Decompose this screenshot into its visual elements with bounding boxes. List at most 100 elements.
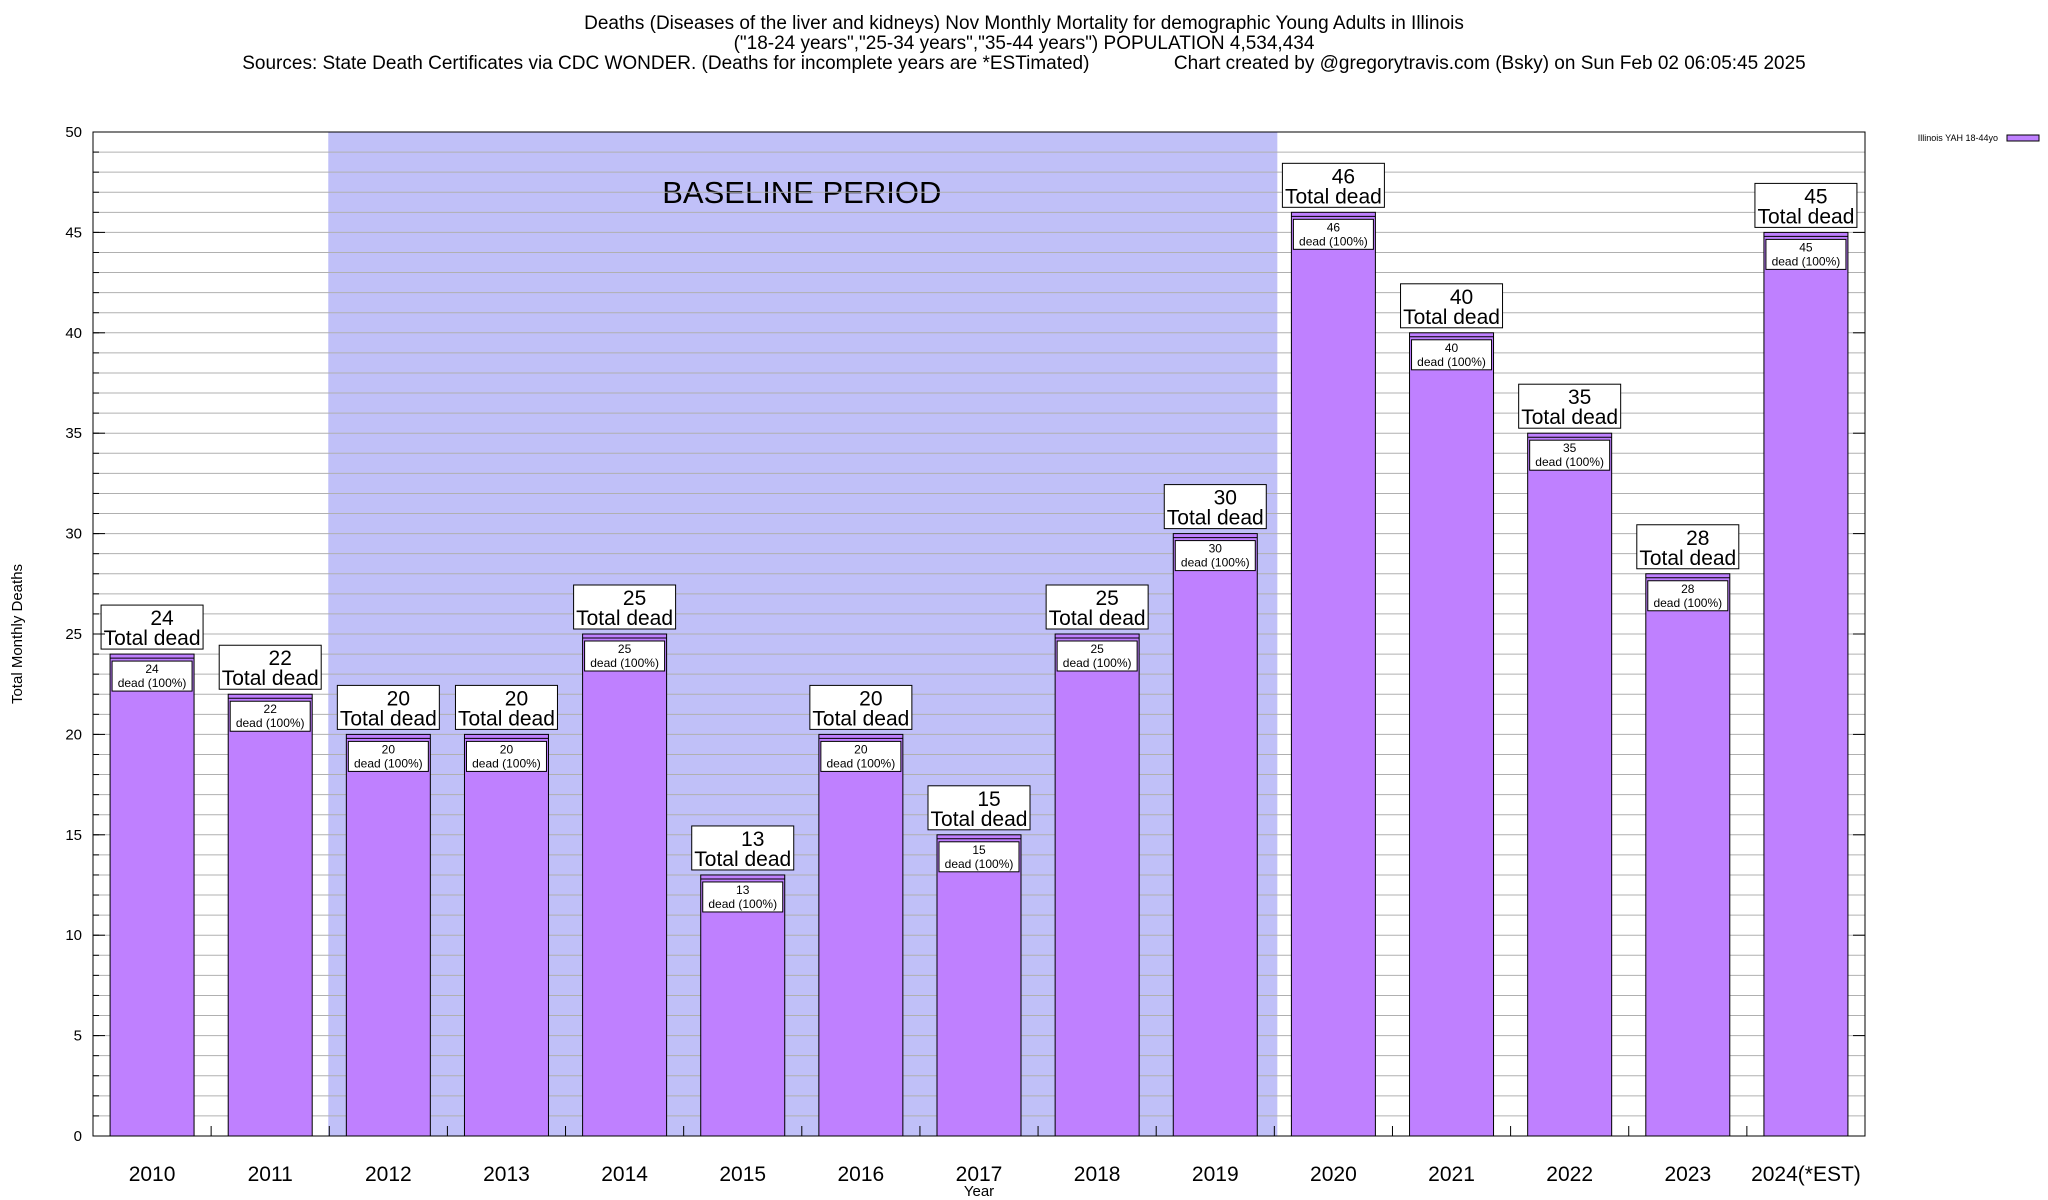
total-label-box <box>1281 162 1385 208</box>
bar <box>227 693 313 1137</box>
y-tick-label: 50 <box>65 124 82 141</box>
inner-label-value: 20 <box>382 742 396 756</box>
bar <box>936 834 1022 1137</box>
total-label-text: Total dead <box>812 707 909 730</box>
total-label-text: Total dead <box>1285 185 1382 208</box>
total-label-text: Total dead <box>1049 607 1146 630</box>
bar <box>1763 231 1849 1137</box>
x-tick-label: 2024(*EST) <box>1751 1163 1861 1186</box>
inner-label-text: dead (100%) <box>472 756 541 770</box>
x-tick-label: 2013 <box>483 1163 530 1186</box>
inner-label-value: 20 <box>500 742 514 756</box>
bar <box>1290 211 1376 1137</box>
y-tick-label: 0 <box>74 1128 82 1145</box>
total-label-value: 30 <box>1214 487 1237 510</box>
x-tick-label: 2010 <box>129 1163 176 1186</box>
bar <box>1409 332 1495 1137</box>
inner-label-box <box>1292 218 1374 250</box>
total-label-value: 20 <box>505 687 528 710</box>
y-tick-label: 40 <box>65 325 82 342</box>
inner-label-value: 24 <box>145 662 159 676</box>
y-tick-label: 30 <box>65 526 82 543</box>
axes: 2010 2011 2012 2013 2014 2015 2016 2017 2018 2019… <box>9 124 1866 1200</box>
inner-label-text: dead (100%) <box>945 857 1014 871</box>
inner-label-box <box>702 881 784 913</box>
total-label-value: 20 <box>859 687 882 710</box>
x-tick-label: 2014 <box>601 1163 648 1186</box>
inner-label-value: 25 <box>618 642 632 656</box>
inner-label-value: 45 <box>1799 240 1813 254</box>
total-label-text: Total dead <box>1757 205 1854 228</box>
chart-title: Deaths (Diseases of the liver and kidney… <box>584 13 1464 34</box>
inner-label-text: dead (100%) <box>236 716 305 730</box>
inner-label-text: dead (100%) <box>1653 596 1722 610</box>
inner-label-text: dead (100%) <box>1417 355 1486 369</box>
total-label-value: 25 <box>623 587 646 610</box>
inner-label-text: dead (100%) <box>1535 455 1604 469</box>
inner-label-text: dead (100%) <box>708 897 777 911</box>
legend: Illinois YAH 18-44yo <box>1918 133 2040 143</box>
total-label-box <box>691 825 795 871</box>
total-label-box <box>1163 484 1267 530</box>
bar <box>463 733 549 1137</box>
bar <box>700 874 786 1137</box>
total-label-text: Total dead <box>222 667 319 690</box>
inner-label-text: dead (100%) <box>590 656 659 670</box>
y-tick-label: 35 <box>65 425 82 442</box>
total-label-box <box>100 604 204 650</box>
y-tick-label: 20 <box>65 726 82 743</box>
inner-label-box <box>820 740 902 772</box>
x-tick-label: 2012 <box>365 1163 412 1186</box>
bar <box>109 653 195 1137</box>
x-tick-label: 2023 <box>1664 1163 1711 1186</box>
y-tick-label: 10 <box>65 927 82 944</box>
bar <box>1527 432 1613 1137</box>
inner-label-value: 25 <box>1090 642 1104 656</box>
total-label-value: 13 <box>741 828 764 851</box>
inner-label-box <box>229 700 311 732</box>
inner-label-value: 30 <box>1209 542 1223 556</box>
bar <box>818 733 904 1137</box>
total-label-value: 15 <box>977 788 1000 811</box>
inner-label-text: dead (100%) <box>827 756 896 770</box>
total-label-box <box>1636 524 1740 570</box>
inner-label-text: dead (100%) <box>1063 656 1132 670</box>
y-tick-label: 45 <box>65 224 82 241</box>
inner-label-box <box>111 660 193 692</box>
inner-label-value: 46 <box>1327 220 1341 234</box>
total-label-value: 45 <box>1804 185 1827 208</box>
inner-label-text: dead (100%) <box>1772 254 1841 268</box>
y-axis-label: Total Monthly Deaths <box>9 564 26 704</box>
inner-label-box <box>1647 580 1729 612</box>
chart-sources: Sources: State Death Certificates via CD… <box>242 53 1806 74</box>
total-label-value: 24 <box>150 607 174 630</box>
total-label-value: 46 <box>1332 165 1355 188</box>
inner-label-box <box>1411 339 1493 371</box>
total-label-text: Total dead <box>104 627 201 650</box>
x-tick-label: 2015 <box>719 1163 766 1186</box>
total-label-text: Total dead <box>694 848 791 871</box>
y-tick-label: 15 <box>65 827 82 844</box>
total-label-box <box>927 785 1031 831</box>
inner-label-text: dead (100%) <box>1299 234 1368 248</box>
total-label-text: Total dead <box>576 607 673 630</box>
total-label-text: Total dead <box>1639 547 1736 570</box>
legend-swatch <box>2006 134 2040 142</box>
total-label-box <box>809 684 913 730</box>
x-tick-label: 2011 <box>248 1163 293 1186</box>
total-label-value: 25 <box>1095 587 1118 610</box>
total-label-value: 40 <box>1450 286 1473 309</box>
inner-label-value: 15 <box>972 843 986 857</box>
inner-label-value: 13 <box>736 883 750 897</box>
bar <box>582 633 668 1137</box>
inner-label-box <box>938 841 1020 873</box>
